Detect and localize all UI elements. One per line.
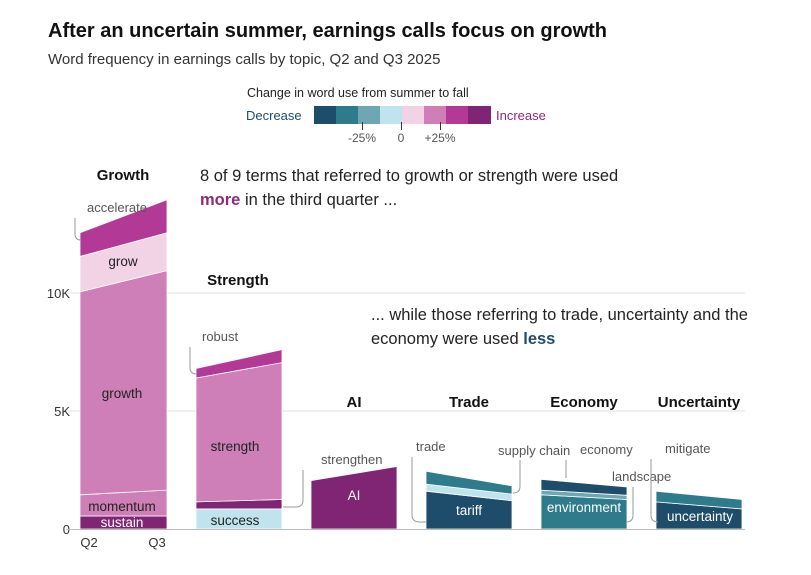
term-label-strengthen: strengthen bbox=[321, 452, 382, 467]
term-label-growth: growth bbox=[102, 386, 143, 401]
area-growth bbox=[79, 270, 168, 496]
term-label-trade: trade bbox=[416, 439, 446, 454]
legend-decrease-label: Decrease bbox=[246, 108, 302, 123]
area-trade bbox=[425, 470, 513, 495]
term-label-environment: environment bbox=[547, 500, 622, 515]
area-strength bbox=[195, 362, 283, 503]
term-label-uncertainty: uncertainty bbox=[667, 509, 733, 524]
legend-increase-label: Increase bbox=[496, 108, 546, 123]
topic-title-uncertainty: Uncertainty bbox=[658, 394, 741, 411]
legend-swatch bbox=[336, 106, 359, 124]
term-label-momentum: momentum bbox=[88, 499, 156, 514]
annotation-less: ... while those referring to trade, unce… bbox=[371, 306, 748, 348]
legend-tick-label: 0 bbox=[397, 131, 405, 145]
topic-title-trade: Trade bbox=[449, 394, 489, 411]
legend-swatch bbox=[314, 106, 337, 124]
chart-title: After an uncertain summer, earnings call… bbox=[48, 20, 608, 42]
x-tick-label-q3: Q3 bbox=[148, 535, 165, 550]
label-leader-line bbox=[512, 460, 521, 494]
y-tick-label: 5K bbox=[54, 404, 70, 419]
legend-title: Change in word use from summer to fall bbox=[247, 86, 469, 100]
area-economy bbox=[540, 478, 628, 496]
legend-tick-mark bbox=[401, 122, 402, 130]
area-accelerate bbox=[79, 199, 168, 257]
legend-swatch bbox=[468, 106, 491, 124]
legend-tick-mark bbox=[440, 122, 441, 130]
legend-swatch bbox=[402, 106, 425, 124]
label-leader-line bbox=[411, 457, 426, 523]
term-label-sustain: sustain bbox=[101, 515, 144, 530]
legend-swatch bbox=[424, 106, 447, 124]
term-label-robust: robust bbox=[202, 329, 239, 344]
area-mitigate bbox=[655, 490, 743, 510]
legend-tick-label: +25% bbox=[424, 131, 456, 145]
term-label-grow: grow bbox=[108, 254, 138, 269]
term-label-accelerate: accelerate bbox=[87, 200, 147, 215]
legend-swatch bbox=[358, 106, 381, 124]
legend-swatch bbox=[446, 106, 469, 124]
topic-title-growth: Growth bbox=[97, 167, 150, 184]
annotation-more: 8 of 9 terms that referred to growth or … bbox=[200, 167, 619, 209]
annotation-more-highlight: more bbox=[200, 191, 241, 209]
legend-swatch bbox=[380, 106, 403, 124]
chart-subtitle: Word frequency in earnings calls by topi… bbox=[48, 51, 441, 68]
area-robust bbox=[195, 349, 283, 379]
term-label-mitigate: mitigate bbox=[665, 441, 711, 456]
annotation-less-highlight: less bbox=[523, 330, 556, 348]
label-leader-line bbox=[189, 347, 198, 375]
term-label-success: success bbox=[211, 513, 260, 528]
term-label-AI: AI bbox=[348, 488, 361, 503]
topic-title-economy: Economy bbox=[550, 394, 618, 411]
label-leader-line bbox=[74, 218, 82, 241]
x-tick-label-q2: Q2 bbox=[80, 535, 97, 550]
legend-tick-label: -25% bbox=[347, 131, 377, 145]
topic-title-ai: AI bbox=[347, 394, 362, 411]
label-leader-line bbox=[625, 487, 634, 523]
term-label-strength: strength bbox=[211, 439, 260, 454]
y-tick-label: 10K bbox=[47, 286, 70, 301]
label-leader-line bbox=[650, 459, 659, 523]
term-label-supply-chain: supply chain bbox=[498, 443, 570, 458]
label-leader-line bbox=[283, 470, 304, 508]
legend-tick-mark bbox=[362, 122, 363, 130]
topic-title-strength: Strength bbox=[207, 272, 269, 289]
term-label-landscape: landscape bbox=[612, 469, 671, 484]
term-label-economy: economy bbox=[580, 442, 633, 457]
term-label-tariff: tariff bbox=[456, 503, 482, 518]
